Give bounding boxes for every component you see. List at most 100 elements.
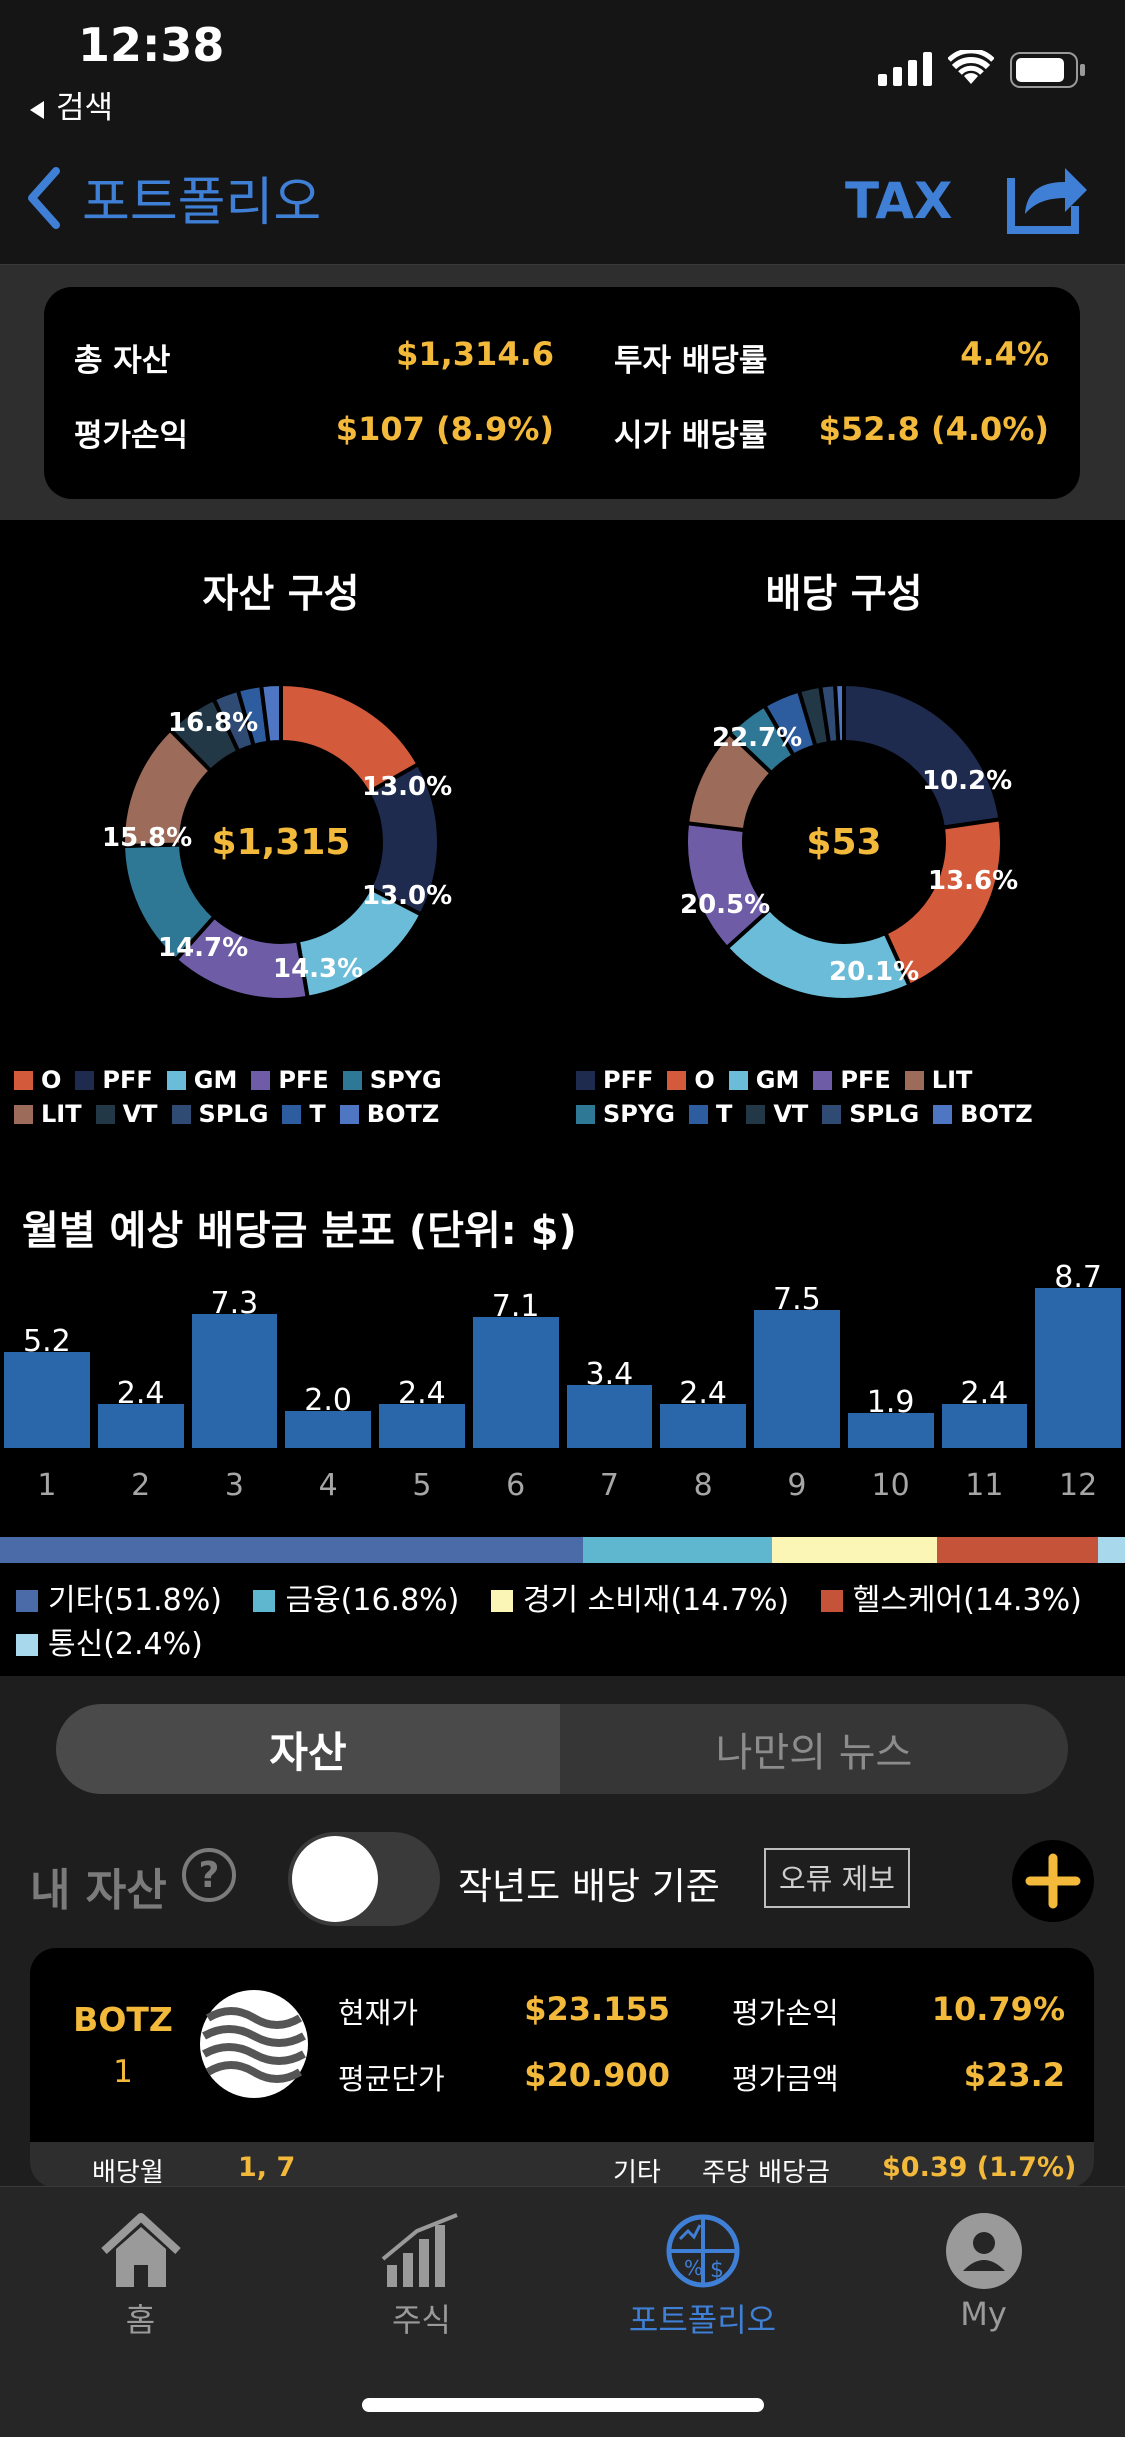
- month-tick-label: 4: [318, 1468, 338, 1503]
- tab-stocks[interactable]: 주식: [281, 2187, 562, 2341]
- stock-chart-icon: [381, 2213, 458, 2287]
- bar-value-label: 5.2: [23, 1324, 71, 1360]
- stock-pnl-value: 10.79%: [931, 1990, 1065, 2028]
- tab-my[interactable]: My: [843, 2187, 1124, 2333]
- per-share-label: 주당 배당금: [702, 2158, 830, 2188]
- month-tick-label: 1: [37, 1468, 57, 1503]
- sector-segment: [582, 1537, 772, 1563]
- report-error-button[interactable]: 오류 제보: [764, 1848, 910, 1908]
- bar-month-12: [1035, 1288, 1121, 1448]
- stock-ticker: BOTZ: [73, 2000, 173, 2039]
- sector-segment: [0, 1537, 583, 1563]
- invest-yield-label: 투자 배당률: [614, 343, 768, 379]
- prior-year-toggle[interactable]: [288, 1832, 440, 1926]
- sector-segment: [937, 1537, 1098, 1563]
- bar-value-label: 2.4: [398, 1375, 446, 1411]
- stock-sector: 기타: [613, 2158, 661, 2188]
- add-stock-button[interactable]: [1012, 1840, 1094, 1922]
- asset-pct-label: 16.8%: [168, 708, 259, 738]
- bar-value-label: 2.0: [304, 1383, 352, 1419]
- total-assets-value: $1,314.6: [396, 335, 554, 373]
- nav-back-button[interactable]: 포트폴리오: [24, 160, 321, 235]
- legend-item: VT: [95, 1100, 158, 1128]
- status-time: 12:38: [78, 18, 225, 72]
- stock-qty: 1: [113, 2054, 133, 2090]
- share-icon[interactable]: [1005, 158, 1089, 236]
- asset-pct-label: 15.8%: [102, 823, 193, 853]
- month-tick-label: 7: [599, 1468, 619, 1503]
- bar-month-6: [472, 1317, 559, 1448]
- sector-segment: [771, 1537, 938, 1563]
- asset-legend: O PFF GM PFE SPYG LIT VT SPLG T BOTZ: [14, 1066, 484, 1134]
- total-assets-label: 총 자산: [74, 343, 171, 379]
- bar-value-label: 8.7: [1054, 1260, 1102, 1295]
- tab-portfolio[interactable]: % $ 포트폴리오: [562, 2187, 843, 2341]
- legend-item: SPYG: [576, 1100, 675, 1128]
- tab-my-news[interactable]: 나만의 뉴스: [715, 1730, 913, 1776]
- legend-item: BOTZ: [339, 1100, 439, 1128]
- stock-card[interactable]: BOTZ 1 현재가 $23.155 평가손익 10.79% 평균단가 $20.…: [30, 1948, 1094, 2188]
- back-app-label: 검색: [56, 90, 114, 126]
- bar-value-label: 1.9: [866, 1385, 915, 1421]
- asset-pct-label: 13.0%: [362, 772, 453, 802]
- month-tick-label: 8: [693, 1468, 713, 1503]
- tab-home[interactable]: 홈: [0, 2187, 281, 2341]
- bar-value-label: 7.1: [491, 1289, 540, 1325]
- battery-icon: [1010, 52, 1085, 88]
- tax-button[interactable]: TAX: [845, 172, 953, 230]
- bar-value-label: 3.4: [585, 1357, 634, 1393]
- legend-item: SPLG: [822, 1100, 919, 1128]
- back-triangle-icon: [30, 100, 44, 119]
- legend-item: VT: [746, 1100, 808, 1128]
- bar-month-1: [4, 1352, 90, 1448]
- price-label: 현재가: [338, 1996, 419, 2030]
- legend-item: SPLG: [171, 1100, 268, 1128]
- month-tick-label: 2: [131, 1468, 151, 1503]
- div-month-label: 배당월: [92, 2158, 164, 2188]
- sector-distribution-bar: [0, 1537, 1125, 1563]
- legend-item: T: [688, 1100, 732, 1128]
- invest-yield-value: 4.4%: [960, 335, 1049, 373]
- stock-pnl-label: 평가손익: [732, 1996, 839, 2030]
- pnl-label: 평가손익: [74, 418, 189, 454]
- donut-slice-botz: [832, 682, 846, 745]
- dividend-donut-center: $53: [806, 822, 882, 863]
- legend-item: PFE: [251, 1066, 329, 1094]
- help-icon[interactable]: ?: [182, 1848, 236, 1902]
- donut-slice-botz: [258, 682, 283, 746]
- asset-pct-label: 14.7%: [158, 933, 249, 963]
- asset-pct-label: 13.0%: [362, 881, 453, 911]
- tab-portfolio-label: 포트폴리오: [628, 2301, 777, 2339]
- top-bar: 12:38 검색 포트폴리오 TAX: [0, 0, 1125, 265]
- sector-legend-item: 기타(51.8%): [16, 1580, 222, 1622]
- bar-month-7: [566, 1385, 653, 1448]
- tab-assets[interactable]: 자산: [56, 1704, 560, 1794]
- avg-price-value: $20.900: [524, 2056, 670, 2094]
- dividend-pct-label: 20.5%: [680, 890, 771, 920]
- monthly-dividend-chart: 5.2 1 2.4 2 7.3 3 2.0 4 2.4 5 7.1 6 3.4 7 2.4 8 7.5 9 1.9 1…: [0, 1260, 1125, 1520]
- legend-item: BOTZ: [933, 1100, 1033, 1128]
- dividend-donut-chart: [684, 682, 1004, 1002]
- dividend-pct-label: 22.7%: [712, 723, 803, 753]
- pnl-value: $107 (8.9%): [335, 410, 554, 448]
- legend-item: PFE: [813, 1066, 891, 1094]
- dividend-chart-title: 배당 구성: [765, 572, 923, 617]
- stock-dividend-row: 배당월 1, 7 기타 주당 배당금 $0.39 (1.7%): [30, 2142, 1094, 2188]
- back-to-app-link[interactable]: 검색: [30, 82, 113, 127]
- tab-stocks-label: 주식: [392, 2301, 451, 2339]
- summary-card: 총 자산 $1,314.6 투자 배당률 4.4% 평가손익 $107 (8.9…: [44, 287, 1080, 499]
- tab-segment: 자산 나만의 뉴스: [56, 1704, 1068, 1794]
- legend-item: GM: [728, 1066, 799, 1094]
- eval-label: 평가금액: [732, 2062, 839, 2096]
- eval-value: $23.2: [963, 2056, 1065, 2094]
- sector-legend: 기타(51.8%) 금융(16.8%) 경기 소비재(14.7%) 헬스케어(1…: [16, 1580, 1116, 1668]
- asset-donut-center: $1,315: [211, 822, 351, 863]
- dividend-pct-label: 10.2%: [922, 766, 1013, 796]
- summary-section: 총 자산 $1,314.6 투자 배당률 4.4% 평가손익 $107 (8.9…: [0, 265, 1125, 520]
- tab-home-label: 홈: [125, 2301, 156, 2339]
- portfolio-icon: % $: [666, 2214, 739, 2288]
- sector-legend-item: 통신(2.4%): [16, 1624, 203, 1666]
- legend-item: T: [282, 1100, 326, 1128]
- dividend-pct-label: 13.6%: [928, 866, 1019, 896]
- bar-month-9: [754, 1310, 840, 1448]
